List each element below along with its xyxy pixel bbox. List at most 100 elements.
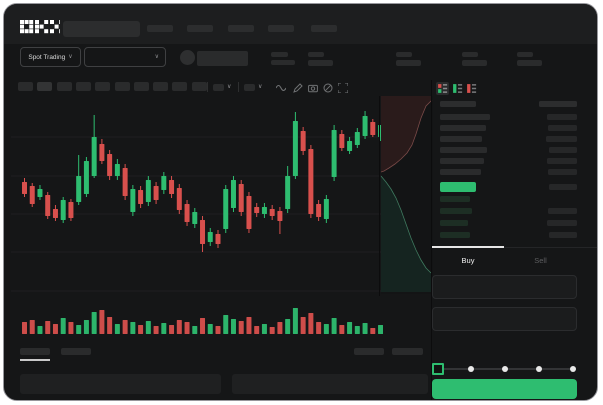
chevron-down-icon: ∨ <box>68 54 73 60</box>
chart-tab[interactable] <box>61 348 91 355</box>
bid-price-bar[interactable] <box>440 208 472 214</box>
depth-bid-area <box>381 176 431 292</box>
camera-icon[interactable] <box>308 83 318 93</box>
chart-tab-active[interactable] <box>20 348 50 355</box>
pane-divider <box>431 80 432 400</box>
expand-icon[interactable] <box>338 83 348 93</box>
pencil-icon[interactable] <box>293 83 303 93</box>
timeframe-button[interactable] <box>56 82 72 91</box>
timeframe-button[interactable] <box>95 82 111 91</box>
bottom-panel-left[interactable] <box>20 374 221 394</box>
slider-stop-dot[interactable] <box>468 366 474 372</box>
tab-sell[interactable]: Sell <box>534 256 547 265</box>
nav-item[interactable] <box>268 25 294 32</box>
nav-item[interactable] <box>187 25 213 32</box>
pair-selector[interactable]: ∨ <box>84 47 166 67</box>
pane-divider <box>379 96 380 296</box>
book-combined-icon[interactable] <box>436 82 449 95</box>
stat-value-placeholder <box>462 60 487 66</box>
tab-buy[interactable]: Buy <box>461 256 475 265</box>
chart-option[interactable] <box>354 348 384 355</box>
timeframe-button[interactable] <box>37 82 53 91</box>
depth-ask-area <box>381 96 432 172</box>
last-price-bar[interactable] <box>440 182 476 192</box>
stat-label-placeholder <box>462 52 478 57</box>
stat-value-placeholder <box>517 60 542 66</box>
bid-price-bar[interactable] <box>440 232 470 238</box>
slash-circle-icon[interactable] <box>323 83 333 93</box>
bid-amount-bar[interactable] <box>547 220 577 226</box>
timeframe-button[interactable] <box>172 82 188 91</box>
ask-amount-bar[interactable] <box>546 136 577 142</box>
search-input[interactable] <box>63 21 140 37</box>
ask-price-bar[interactable] <box>440 169 481 175</box>
nav-item[interactable] <box>147 25 173 32</box>
book-asks-icon[interactable] <box>465 82 478 95</box>
nav-item[interactable] <box>311 25 337 32</box>
stat-label-placeholder <box>308 52 324 57</box>
tab-divider <box>432 247 597 248</box>
app-window: Spot Trading ∨ ∨ ∨ ∨ <box>3 3 598 401</box>
bid-amount-bar[interactable] <box>549 232 577 238</box>
ask-amount-bar[interactable] <box>548 125 577 131</box>
okx-logo[interactable] <box>20 20 60 34</box>
ask-amount-bar[interactable] <box>547 114 577 120</box>
amount-column-header <box>539 101 577 107</box>
stat-label-placeholder <box>517 52 533 57</box>
stat-value-placeholder <box>308 60 333 66</box>
chevron-down-icon[interactable]: ∨ <box>227 84 232 90</box>
ask-price-bar[interactable] <box>440 136 482 142</box>
indicator-selector[interactable] <box>213 84 224 91</box>
ask-amount-bar[interactable] <box>549 147 577 153</box>
timeframe-button[interactable] <box>133 82 149 91</box>
price-placeholder <box>271 52 288 57</box>
candlestick-chart[interactable] <box>11 100 383 342</box>
toolbar-divider <box>238 82 239 92</box>
price-column-header <box>440 101 476 107</box>
bid-price-bar[interactable] <box>440 196 470 202</box>
ask-price-bar[interactable] <box>440 114 490 120</box>
toolbar-divider <box>207 82 208 92</box>
buy-submit-button[interactable] <box>432 379 577 399</box>
chart-option[interactable] <box>392 348 423 355</box>
last-price-amount-bar[interactable] <box>549 184 577 190</box>
stat-value-placeholder <box>396 60 421 66</box>
book-bids-icon[interactable] <box>451 82 464 95</box>
depth-bid-line <box>381 175 432 274</box>
active-tab-underline <box>20 359 50 361</box>
ask-price-bar[interactable] <box>440 147 487 153</box>
chevron-down-icon: ∨ <box>154 54 159 60</box>
bottom-panel-right[interactable] <box>232 374 428 394</box>
chevron-down-icon[interactable]: ∨ <box>258 84 263 90</box>
buy-tab-indicator <box>432 246 504 248</box>
orderbook-panel: Buy Sell <box>432 80 597 400</box>
ask-price-bar[interactable] <box>440 125 486 131</box>
nav-item[interactable] <box>228 25 254 32</box>
timeframe-button[interactable] <box>114 82 130 91</box>
depth-chart[interactable] <box>381 96 433 294</box>
slider-stop-dot[interactable] <box>536 366 542 372</box>
market-type-selector[interactable]: Spot Trading ∨ <box>20 47 81 67</box>
timeframe-button[interactable] <box>75 82 91 91</box>
market-type-label: Spot Trading <box>28 53 66 61</box>
slider-stop-dot[interactable] <box>570 366 576 372</box>
price-input[interactable] <box>432 275 577 299</box>
slider-stop-dot[interactable] <box>502 366 508 372</box>
price-sub-placeholder <box>271 60 295 65</box>
bid-price-bar[interactable] <box>440 220 468 226</box>
amount-input[interactable] <box>432 307 577 331</box>
stat-label-placeholder <box>396 52 412 57</box>
chart-style-selector[interactable] <box>244 84 255 91</box>
timeframe-button[interactable] <box>153 82 169 91</box>
timeframe-button[interactable] <box>191 82 207 91</box>
ask-amount-bar[interactable] <box>547 158 577 164</box>
ask-price-bar[interactable] <box>440 158 484 164</box>
wave-icon[interactable] <box>276 83 286 93</box>
bid-amount-bar[interactable] <box>548 208 577 214</box>
depth-ask-line <box>381 99 433 173</box>
timeframe-button[interactable] <box>18 82 33 91</box>
ask-amount-bar[interactable] <box>548 169 577 175</box>
slider-handle[interactable] <box>432 363 444 375</box>
coin-icon <box>180 50 195 65</box>
pair-name-placeholder <box>197 51 248 66</box>
